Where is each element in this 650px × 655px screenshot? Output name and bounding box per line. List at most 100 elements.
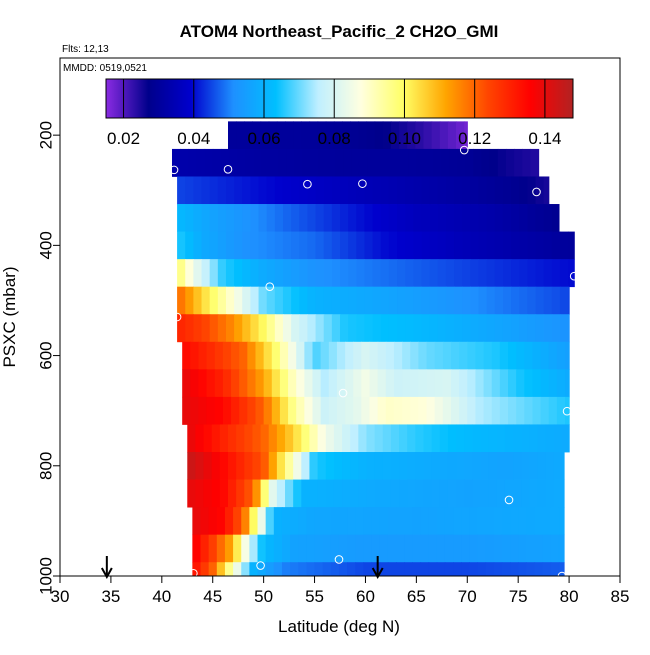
heatmap-cell xyxy=(330,562,340,576)
heatmap-cell xyxy=(437,176,447,205)
heatmap-cell xyxy=(224,534,234,563)
heatmap-cell xyxy=(504,424,514,453)
heatmap-cell xyxy=(268,424,278,453)
heatmap-cell xyxy=(323,259,333,288)
heatmap-cell xyxy=(237,148,246,177)
heatmap-cell xyxy=(244,121,254,150)
heatmap-cell xyxy=(511,259,520,288)
heatmap-cell xyxy=(348,314,357,343)
heatmap-cell xyxy=(522,148,531,177)
heatmap-cell xyxy=(201,286,211,315)
heatmap-cell xyxy=(518,507,527,536)
heatmap-cell xyxy=(397,314,406,343)
heatmap-cell xyxy=(266,314,276,343)
heatmap-cell xyxy=(274,176,284,205)
heatmap-cell xyxy=(477,534,487,563)
heatmap-cell xyxy=(491,396,501,425)
heatmap-cell xyxy=(177,204,186,232)
heatmap-cell xyxy=(420,507,430,536)
y-axis: 200 400 600 800 1000 xyxy=(37,58,61,595)
heatmap-cell xyxy=(314,534,324,563)
heatmap-cell xyxy=(387,562,397,576)
heatmap-cell xyxy=(350,452,359,480)
x-axis: 30 35 40 45 50 55 60 65 70 75 80 85 xyxy=(51,575,629,606)
heatmap-cell xyxy=(382,121,392,150)
heatmap-cell xyxy=(291,314,300,343)
heatmap-cell xyxy=(260,479,270,508)
heatmap-cell xyxy=(190,341,200,370)
heatmap-cell xyxy=(477,562,487,576)
heatmap-cell xyxy=(192,507,202,536)
heatmap-cell xyxy=(377,341,387,370)
heatmap-cell xyxy=(345,341,354,370)
heatmap-cell xyxy=(447,452,457,480)
y-tick-label: 1000 xyxy=(37,557,56,595)
heatmap-cell xyxy=(358,479,368,508)
heatmap-cell xyxy=(397,231,406,260)
y-tick-label: 800 xyxy=(37,452,56,480)
heatmap-cell xyxy=(397,286,406,315)
heatmap-cell xyxy=(437,314,447,343)
heatmap-cell xyxy=(242,204,251,232)
heatmap-cell xyxy=(282,204,292,232)
heatmap-cell xyxy=(456,479,465,508)
heatmap-cell xyxy=(542,562,552,576)
heatmap-cell xyxy=(459,341,468,370)
heatmap-cell xyxy=(217,259,227,288)
heatmap-cell xyxy=(263,341,273,370)
heatmap-cell xyxy=(288,369,297,398)
heatmap-cell xyxy=(281,562,291,576)
heatmap-cell xyxy=(551,314,561,343)
heatmap-cells xyxy=(172,121,575,576)
heatmap-cell xyxy=(391,148,401,177)
heatmap-cell xyxy=(461,507,470,536)
heatmap-cell xyxy=(288,396,297,425)
heatmap-cell xyxy=(228,424,237,453)
heatmap-cell xyxy=(347,534,356,563)
heatmap-cell xyxy=(445,314,455,343)
heatmap-cell xyxy=(421,259,431,288)
heatmap-cell xyxy=(369,369,379,398)
heatmap-cell xyxy=(565,369,570,398)
heatmap-cell xyxy=(258,231,268,260)
heatmap-cell xyxy=(277,148,287,177)
heatmap-cell xyxy=(274,314,284,343)
heatmap-cell xyxy=(499,396,509,425)
heatmap-cell xyxy=(436,562,446,576)
heatmap-cell xyxy=(190,369,200,398)
heatmap-cell xyxy=(511,176,520,205)
colorbar-tick-label: 0.04 xyxy=(177,129,210,148)
heatmap-cell xyxy=(519,204,528,232)
heatmap-cell xyxy=(388,314,398,343)
heatmap-cell xyxy=(247,396,257,425)
heatmap-cell xyxy=(361,396,371,425)
heatmap-cell xyxy=(249,562,259,576)
heatmap-cell xyxy=(445,286,455,315)
heatmap-cell xyxy=(396,562,405,576)
heatmap-cell xyxy=(550,534,560,563)
heatmap-cell xyxy=(502,259,512,288)
heatmap-cell xyxy=(288,341,297,370)
heatmap-cell xyxy=(220,148,230,177)
heatmap-cell xyxy=(208,507,218,536)
heatmap-cell xyxy=(516,369,525,398)
heatmap-cell xyxy=(516,396,525,425)
heatmap-cell xyxy=(196,148,206,177)
heatmap-cell xyxy=(353,369,362,398)
heatmap-cell xyxy=(445,259,455,288)
sample-point xyxy=(338,388,348,398)
heatmap-cell xyxy=(219,479,229,508)
heatmap-cell xyxy=(309,121,319,150)
heatmap-cell xyxy=(519,176,528,205)
heatmap-cell xyxy=(462,314,471,343)
heatmap-cell xyxy=(239,369,248,398)
heatmap-cell xyxy=(312,396,322,425)
heatmap-cell xyxy=(504,452,514,480)
heatmap-cell xyxy=(456,424,465,453)
heatmap-cell xyxy=(464,121,468,150)
heatmap-cell xyxy=(489,148,499,177)
sample-point xyxy=(569,271,579,281)
heatmap-cell xyxy=(405,204,414,232)
heatmap-cell xyxy=(464,452,473,480)
heatmap-cell xyxy=(299,204,309,232)
